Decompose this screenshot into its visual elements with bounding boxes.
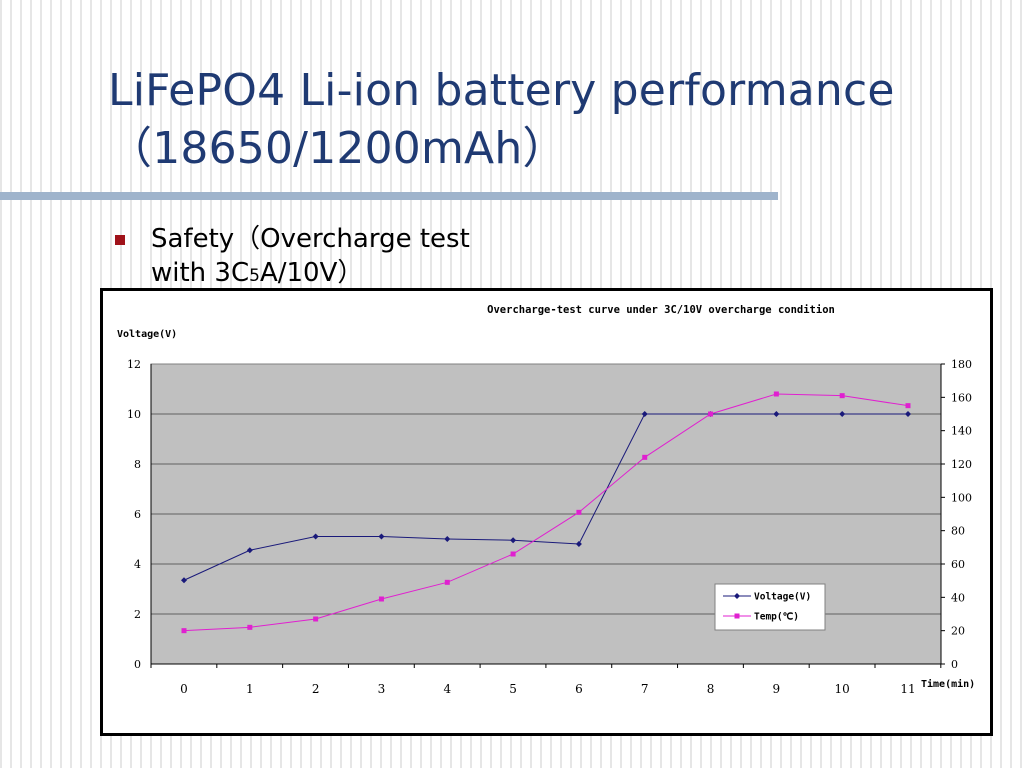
chart-frame: Overcharge-test curve under 3C/10V overc… — [100, 288, 993, 736]
x-tick-label: 5 — [509, 682, 517, 696]
voltage-point — [378, 533, 385, 540]
voltage-point — [575, 541, 582, 547]
bullet-text-part1: with 3C — [151, 258, 250, 288]
temp-point — [642, 454, 648, 460]
y2-tick-label: 100 — [951, 491, 972, 504]
legend-temp-icon — [734, 613, 740, 619]
x-tick-label: 4 — [443, 682, 451, 696]
temp-point — [773, 391, 779, 397]
y-tick-label: 2 — [134, 608, 141, 621]
voltage-point — [181, 577, 187, 584]
voltage-point — [312, 533, 319, 540]
bullet-square-icon — [115, 235, 125, 245]
x-tick-label: 11 — [900, 682, 915, 696]
bullet-subscript: 5 — [249, 266, 260, 286]
y-tick-label: 0 — [134, 658, 141, 671]
bullet-text-part2: A/10V） — [259, 258, 364, 288]
x-tick-label: 0 — [180, 682, 188, 696]
temp-point — [378, 596, 384, 602]
temp-point — [839, 393, 845, 399]
legend-voltage-icon — [734, 593, 740, 599]
voltage-point — [773, 411, 780, 417]
voltage-point — [905, 411, 911, 417]
y2-tick-label: 140 — [951, 425, 972, 438]
voltage-point — [510, 537, 517, 544]
x-axis-label: Time(min) — [921, 678, 975, 690]
x-tick-label: 7 — [641, 682, 649, 696]
chart-title: Overcharge-test curve under 3C/10V overc… — [487, 304, 835, 316]
bullet-line2: with 3C5A/10V） — [151, 256, 551, 293]
x-tick-label: 2 — [312, 682, 320, 696]
temp-point — [181, 628, 187, 634]
voltage-point — [246, 547, 253, 554]
y-tick-label: 12 — [127, 358, 141, 371]
title-divider — [0, 192, 778, 200]
temp-point — [576, 509, 582, 515]
x-tick-label: 6 — [575, 682, 583, 696]
x-tick-label: 10 — [835, 682, 850, 696]
bullet-item: Safety（Overcharge test with 3C5A/10V） — [151, 222, 551, 293]
y2-tick-label: 0 — [951, 658, 958, 671]
temp-point — [905, 403, 911, 409]
y2-tick-label: 120 — [951, 458, 972, 471]
x-tick-label: 9 — [773, 682, 781, 696]
temp-point — [510, 551, 516, 557]
x-tick-label: 8 — [707, 682, 715, 696]
y-tick-label: 6 — [134, 508, 141, 521]
y-axis-label: Voltage(V) — [117, 329, 177, 340]
voltage-point — [641, 411, 648, 417]
y2-tick-label: 80 — [951, 525, 965, 538]
x-tick-label: 3 — [378, 682, 386, 696]
legend-box — [714, 583, 826, 631]
y2-tick-label: 180 — [951, 358, 972, 371]
legend-label: Temp(℃) — [754, 612, 799, 623]
slide-title: LiFePO4 Li-ion battery performance （1865… — [108, 62, 988, 178]
voltage-point — [444, 536, 451, 542]
legend-label: Voltage(V) — [754, 592, 811, 603]
temp-point — [247, 624, 253, 630]
series-line-voltage — [183, 413, 908, 581]
overcharge-chart: Overcharge-test curve under 3C/10V overc… — [117, 304, 975, 696]
temp-point — [708, 411, 714, 417]
y-tick-label: 10 — [127, 408, 141, 421]
series-line-temp — [183, 393, 909, 632]
y2-tick-label: 40 — [951, 591, 965, 604]
y2-tick-label: 20 — [951, 625, 965, 638]
temp-point — [444, 579, 450, 585]
temp-point — [313, 616, 319, 622]
y-tick-label: 8 — [134, 458, 141, 471]
y2-tick-label: 60 — [951, 558, 965, 571]
x-tick-label: 1 — [246, 682, 254, 696]
y2-tick-label: 160 — [951, 391, 972, 404]
slide-title-line2: （18650/1200mAh） — [108, 123, 567, 174]
slide-title-line1: LiFePO4 Li-ion battery performance — [108, 65, 895, 116]
y-tick-label: 4 — [134, 558, 141, 571]
voltage-point — [839, 411, 846, 417]
bullet-line1: Safety（Overcharge test — [151, 224, 470, 254]
